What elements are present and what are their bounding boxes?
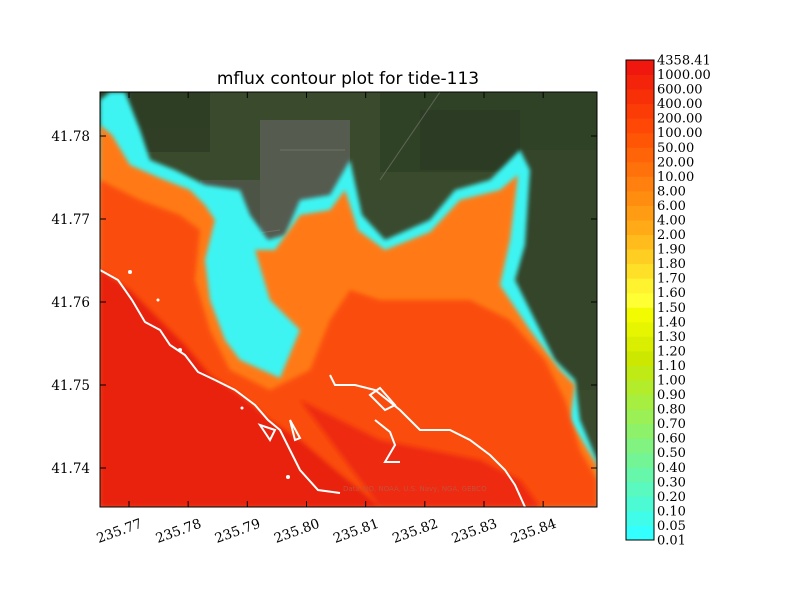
colorbar-tick-label: 1.50 (657, 301, 686, 316)
colorbar-swatch (626, 336, 654, 352)
colorbar-swatch (626, 205, 654, 221)
colorbar-swatch (626, 161, 654, 177)
colorbar-swatch (626, 321, 654, 337)
colorbar-swatch (626, 365, 654, 381)
colorbar-tick-label: 600.00 (657, 83, 703, 98)
colorbar-tick-label: 200.00 (657, 112, 703, 127)
colorbar-swatch (626, 132, 654, 148)
colorbar-tick-label: 10.00 (657, 170, 694, 185)
colorbar-swatch (626, 467, 654, 483)
y-tick-label: 41.76 (51, 295, 90, 311)
colorbar-tick-label: 400.00 (657, 97, 703, 112)
colorbar-tick-label: 0.80 (657, 403, 686, 418)
colorbar-tick-label: 0.01 (657, 534, 686, 549)
colorbar-tick-label: 8.00 (657, 184, 686, 199)
colorbar-tick-label: 4.00 (657, 214, 686, 229)
colorbar-swatch (626, 60, 654, 76)
colorbar-frame (625, 59, 655, 541)
colorbar-tick-label: 20.00 (657, 155, 694, 170)
colorbar-tick-label: 100.00 (657, 126, 703, 141)
y-tick-label: 41.75 (51, 378, 90, 394)
colorbar-swatch (626, 249, 654, 265)
colorbar: 0.010.050.100.200.300.400.500.600.700.80… (625, 54, 711, 549)
colorbar-swatch (626, 510, 654, 526)
x-tick-label: 235.81 (331, 516, 381, 547)
colorbar-swatch (626, 438, 654, 454)
y-axis: 41.74 41.75 41.76 41.77 41.78 (51, 129, 597, 477)
colorbar-swatch (626, 452, 654, 468)
colorbar-tick-label: 0.70 (657, 417, 686, 432)
colorbar-swatch (626, 278, 654, 294)
colorbar-swatch (626, 496, 654, 512)
colorbar-swatch (626, 481, 654, 497)
colorbar-swatch (626, 147, 654, 163)
colorbar-tick-label: 4358.41 (657, 54, 711, 69)
axes-frame (99, 91, 598, 508)
colorbar-tick-label: 1.60 (657, 286, 686, 301)
colorbar-swatch (626, 350, 654, 366)
colorbar-swatch (626, 176, 654, 192)
colorbar-swatch (626, 220, 654, 236)
colorbar-swatch (626, 380, 654, 396)
colorbar-swatch (626, 103, 654, 119)
colorbar-swatch (626, 74, 654, 90)
colorbar-tick-label: 6.00 (657, 199, 686, 214)
map-credit: Data SIO, NOAA, U.S. Navy, NGA, GEBCO (343, 485, 487, 493)
colorbar-tick-label: 0.30 (657, 475, 686, 490)
colorbar-tick-label: 0.90 (657, 388, 686, 403)
colorbar-tick-label: 1.30 (657, 330, 686, 345)
colorbar-swatch (626, 525, 654, 541)
x-tick-label: 235.83 (449, 516, 499, 547)
colorbar-tick-label: 50.00 (657, 141, 694, 156)
colorbar-tick-label: 0.05 (657, 519, 686, 534)
x-tick-label: 235.78 (154, 516, 204, 547)
y-tick-label: 41.74 (51, 461, 90, 477)
colorbar-tick-label: 1000.00 (657, 68, 711, 83)
chart-title: mflux contour plot for tide-113 (217, 69, 479, 89)
colorbar-tick-label: 1.40 (657, 315, 686, 330)
colorbar-swatch (626, 423, 654, 439)
colorbar-swatch (626, 89, 654, 105)
colorbar-tick-label: 1.00 (657, 374, 686, 389)
colorbar-tick-label: 2.00 (657, 228, 686, 243)
colorbar-tick-label: 1.80 (657, 257, 686, 272)
x-tick-label: 235.77 (94, 516, 144, 547)
colorbar-swatch (626, 263, 654, 279)
colorbar-swatch (626, 234, 654, 250)
colorbar-swatch (626, 409, 654, 425)
flux-deep-red (100, 270, 540, 507)
colorbar-tick-label: 0.20 (657, 490, 686, 505)
colorbar-tick-label: 0.10 (657, 504, 686, 519)
colorbar-tick-label: 0.60 (657, 432, 686, 447)
colorbar-tick-label: 1.70 (657, 272, 686, 287)
colorbar-swatch (626, 292, 654, 308)
colorbar-tick-label: 1.90 (657, 243, 686, 258)
map-plot-area: Data SIO, NOAA, U.S. Navy, NGA, GEBCO (100, 92, 597, 507)
colorbar-tick-label: 1.20 (657, 344, 686, 359)
y-tick-label: 41.78 (51, 129, 90, 145)
colorbar-tick-label: 0.50 (657, 446, 686, 461)
x-tick-label: 235.82 (390, 516, 440, 547)
x-tick-label: 235.79 (213, 516, 263, 547)
islands (128, 270, 290, 479)
x-tick-label: 235.84 (509, 516, 559, 547)
colorbar-tick-label: 1.10 (657, 359, 686, 374)
colorbar-swatch (626, 394, 654, 410)
colorbar-swatch (626, 307, 654, 323)
coastline (100, 269, 526, 507)
colorbar-swatch (626, 190, 654, 206)
colorbar-swatch (626, 118, 654, 134)
y-tick-label: 41.77 (51, 212, 90, 228)
x-tick-label: 235.80 (272, 516, 322, 547)
colorbar-tick-label: 0.40 (657, 461, 686, 476)
